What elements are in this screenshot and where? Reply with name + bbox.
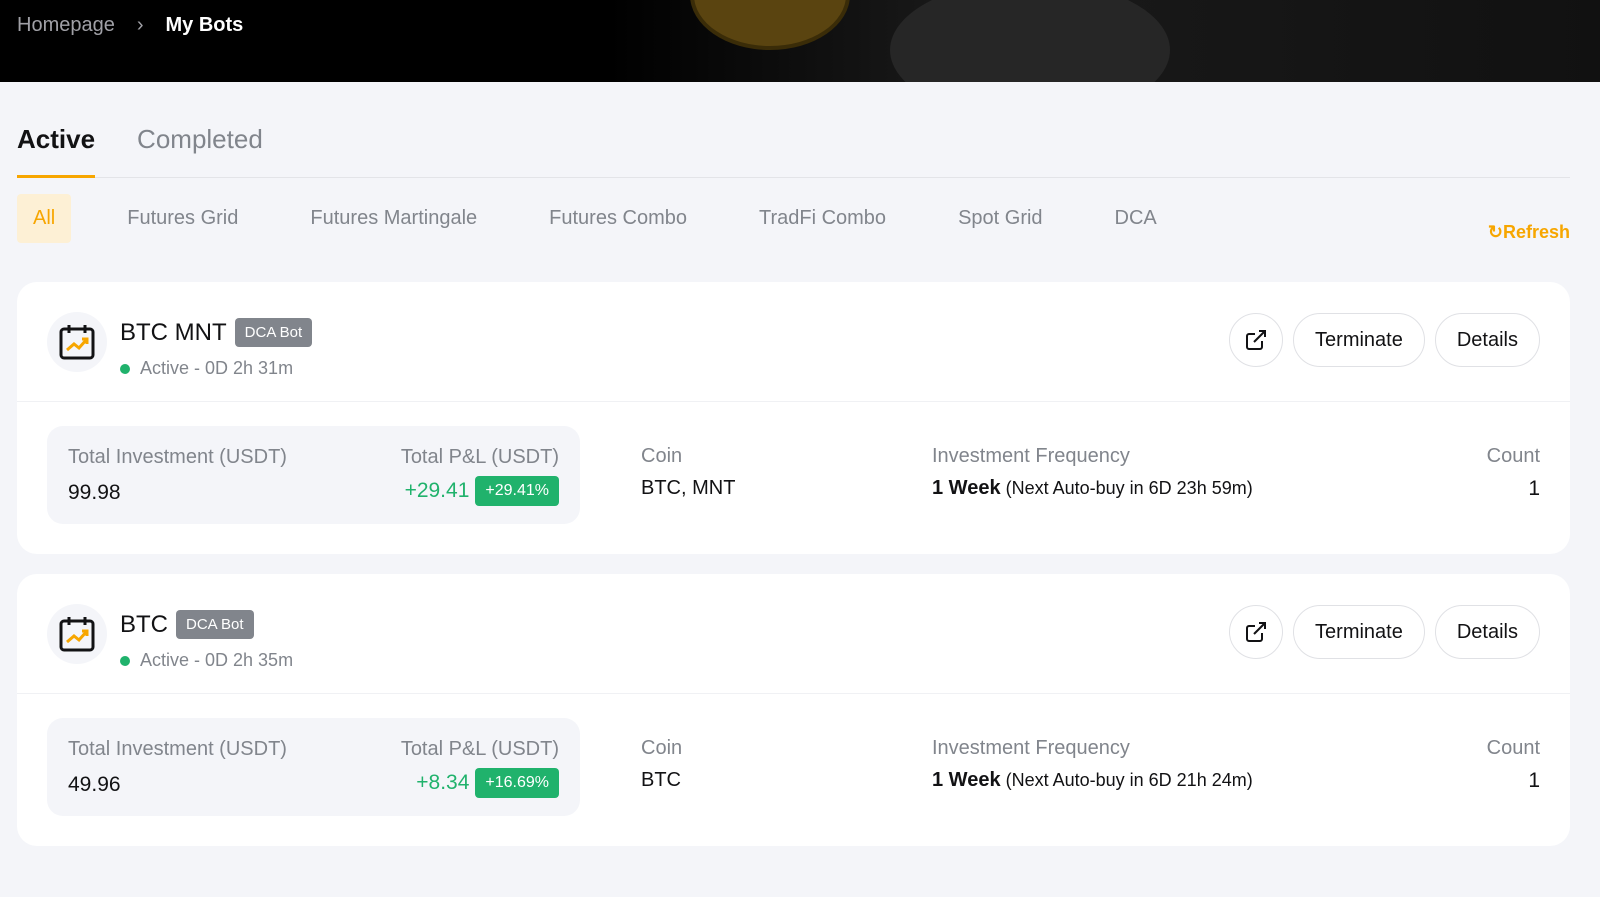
coin-value: BTC, MNT bbox=[641, 477, 736, 499]
total-pnl-value: +8.34 bbox=[416, 771, 470, 794]
total-investment-label: Total Investment (USDT) bbox=[68, 738, 287, 760]
total-investment-value: 49.96 bbox=[68, 773, 121, 796]
total-investment-value: 99.98 bbox=[68, 481, 121, 504]
breadcrumb-homepage[interactable]: Homepage bbox=[17, 14, 115, 36]
bot-stats: Total Investment (USDT) 49.96 Total P&L … bbox=[47, 718, 580, 816]
status-dot-icon bbox=[120, 655, 130, 666]
coin-label: Coin bbox=[641, 737, 683, 759]
total-pnl-value: +29.41 bbox=[404, 479, 470, 502]
banner-coin-decoration bbox=[690, 0, 850, 50]
status-dot-icon bbox=[120, 363, 130, 374]
breadcrumb: Homepage › My Bots bbox=[17, 14, 243, 37]
pnl-percent-badge: +16.69% bbox=[475, 768, 559, 798]
header-banner: Homepage › My Bots bbox=[0, 0, 1600, 82]
bot-stats: Total Investment (USDT) 99.98 Total P&L … bbox=[47, 426, 580, 524]
terminate-button[interactable]: Terminate bbox=[1293, 605, 1425, 659]
refresh-icon: ↻ bbox=[1487, 222, 1503, 242]
details-button[interactable]: Details bbox=[1434, 313, 1540, 367]
count-label: Count bbox=[1486, 737, 1540, 759]
frequency-value: 1 Week bbox=[932, 477, 1001, 499]
external-link-icon bbox=[1246, 330, 1267, 350]
pnl-percent-badge: +29.41% bbox=[475, 476, 559, 506]
total-pnl-label: Total P&L (USDT) bbox=[400, 738, 559, 760]
calendar-chart-icon bbox=[47, 604, 107, 664]
share-button[interactable] bbox=[1229, 313, 1284, 367]
details-button[interactable]: Details bbox=[1434, 605, 1540, 659]
breadcrumb-current: My Bots bbox=[165, 14, 244, 36]
filter-futures-combo[interactable]: Futures Combo bbox=[549, 207, 687, 229]
filter-tradfi-combo[interactable]: TradFi Combo bbox=[758, 207, 887, 229]
frequency-label: Investment Frequency bbox=[932, 737, 1130, 759]
filter-dca[interactable]: DCA bbox=[1114, 207, 1157, 229]
bot-status: Active - 0D 2h 31m bbox=[140, 358, 294, 378]
bot-name: BTC MNT bbox=[120, 318, 227, 346]
filter-spot-grid[interactable]: Spot Grid bbox=[958, 207, 1043, 229]
chevron-right-icon: › bbox=[136, 14, 144, 36]
count-value: 1 bbox=[1528, 769, 1540, 792]
calendar-chart-icon bbox=[47, 312, 107, 372]
count-label: Count bbox=[1486, 445, 1540, 467]
refresh-label: Refresh bbox=[1502, 222, 1570, 242]
filter-futures-martingale[interactable]: Futures Martingale bbox=[310, 207, 478, 229]
bot-type-filters: All Futures Grid Futures Martingale Futu… bbox=[17, 194, 1213, 243]
share-button[interactable] bbox=[1229, 605, 1284, 659]
banner-decoration bbox=[890, 0, 1170, 82]
external-link-icon bbox=[1246, 622, 1267, 642]
filter-all[interactable]: All bbox=[17, 194, 72, 243]
next-auto-buy: (Next Auto-buy in 6D 21h 24m) bbox=[1005, 770, 1253, 790]
refresh-button[interactable]: ↻Refresh bbox=[1488, 222, 1570, 243]
next-auto-buy: (Next Auto-buy in 6D 23h 59m) bbox=[1005, 478, 1253, 498]
total-investment-label: Total Investment (USDT) bbox=[68, 446, 287, 468]
frequency-label: Investment Frequency bbox=[932, 445, 1130, 467]
coin-label: Coin bbox=[641, 445, 683, 467]
bot-card: BTC DCA Bot Active - 0D 2h 35m Terminate … bbox=[17, 574, 1570, 846]
count-value: 1 bbox=[1528, 477, 1540, 500]
tab-active[interactable]: Active bbox=[17, 82, 96, 178]
filter-futures-grid[interactable]: Futures Grid bbox=[127, 207, 239, 229]
tab-completed[interactable]: Completed bbox=[137, 124, 263, 154]
bot-type-badge: DCA Bot bbox=[234, 318, 313, 347]
bot-status: Active - 0D 2h 35m bbox=[140, 650, 294, 670]
total-pnl-label: Total P&L (USDT) bbox=[400, 446, 559, 468]
bot-name: BTC bbox=[120, 610, 168, 638]
status-tabs: Active Completed bbox=[17, 82, 1570, 178]
bot-type-badge: DCA Bot bbox=[176, 610, 254, 639]
terminate-button[interactable]: Terminate bbox=[1293, 313, 1425, 367]
frequency-value: 1 Week bbox=[932, 769, 1001, 791]
coin-value: BTC bbox=[641, 769, 681, 791]
bot-card: BTC MNT DCA Bot Active - 0D 2h 31m Termin… bbox=[17, 282, 1570, 554]
